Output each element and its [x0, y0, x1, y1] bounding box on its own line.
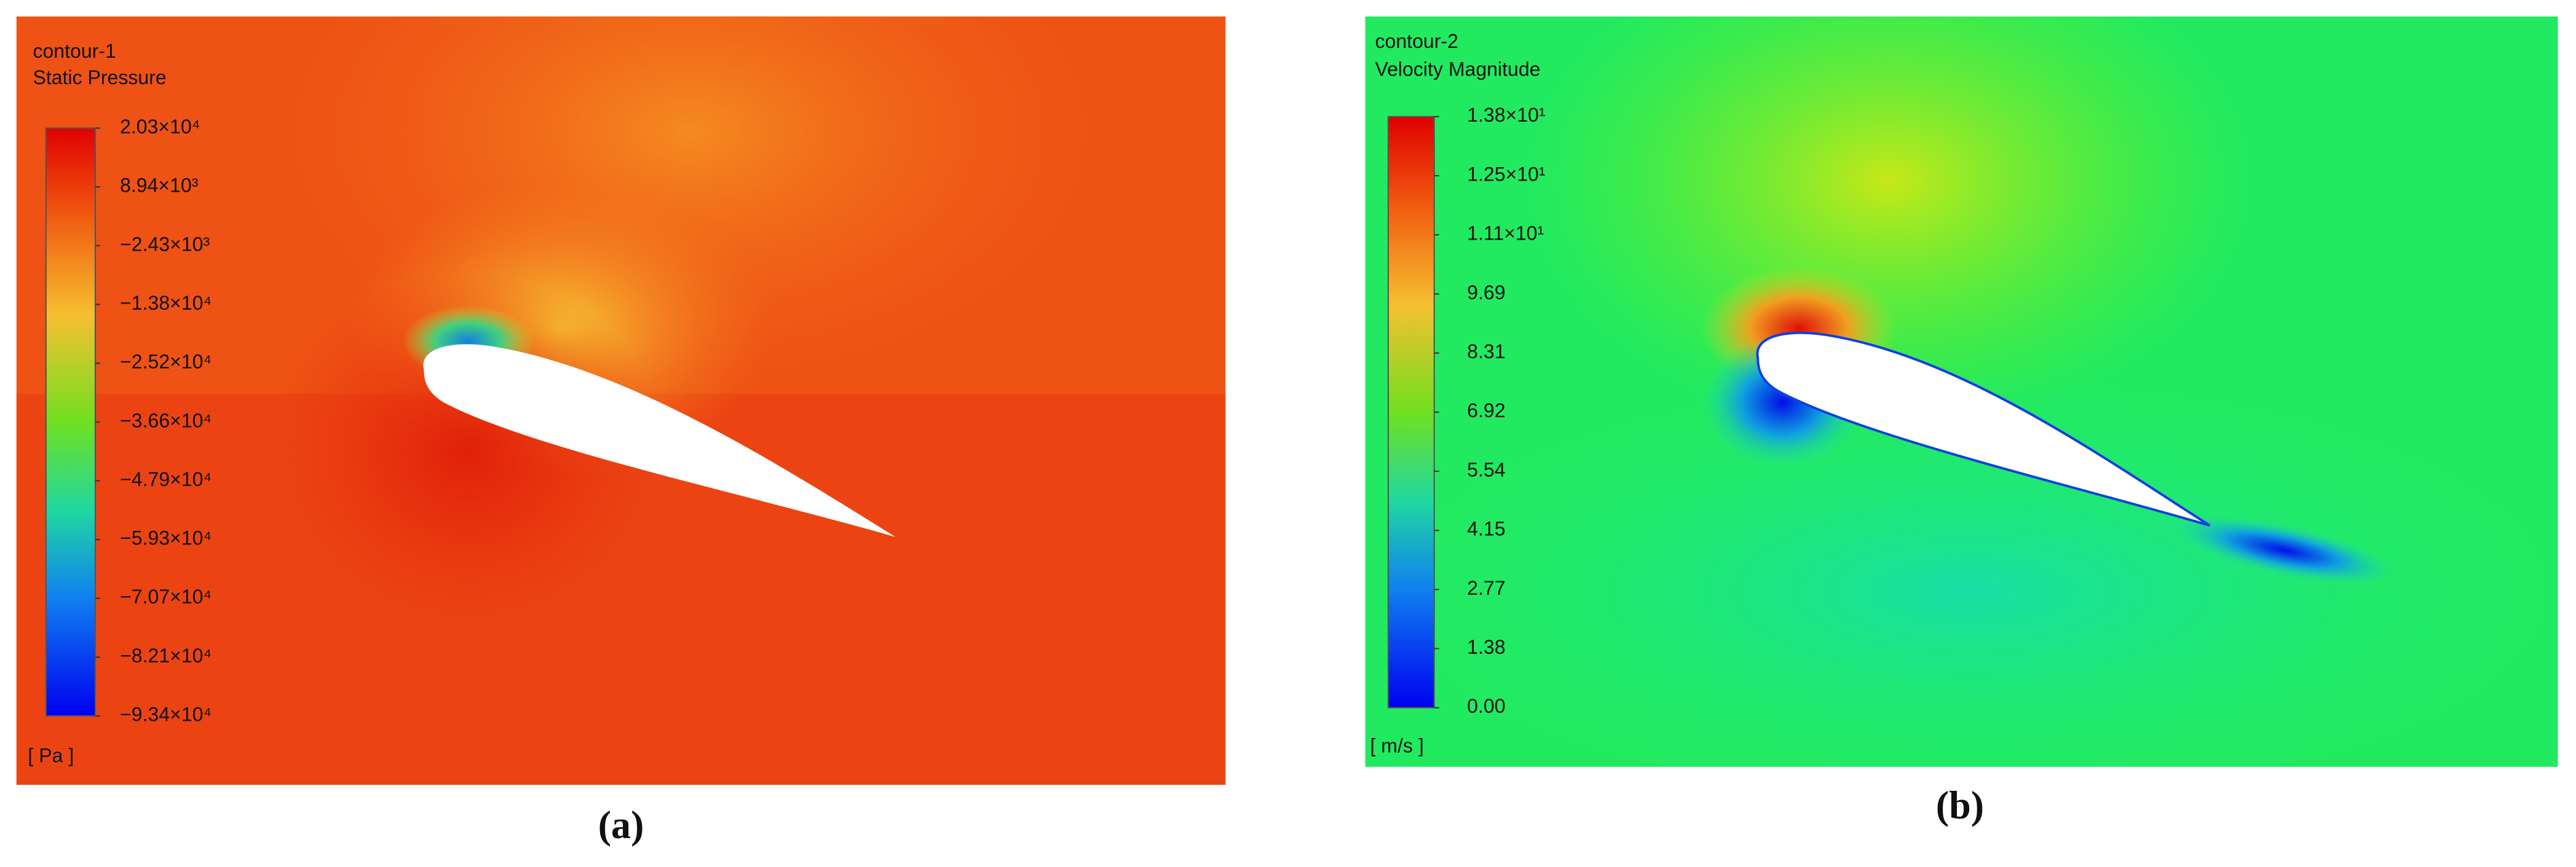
colorbar-label: −1.38×10⁴	[120, 292, 211, 314]
colorbar	[1387, 116, 1435, 708]
colorbar-label: −2.52×10⁴	[120, 351, 211, 373]
colorbar-label: 0.00	[1467, 695, 1505, 717]
caption: (b)	[1936, 783, 1984, 827]
velocity-contour	[1365, 16, 2558, 767]
colorbar-label: −8.21×10⁴	[120, 645, 211, 667]
colorbar-label: 4.15	[1467, 518, 1505, 540]
unit: [ Pa ]	[28, 744, 74, 766]
colorbar-label: 8.31	[1467, 340, 1505, 363]
airfoil	[423, 344, 896, 537]
colorbar-label: 2.03×10⁴	[120, 116, 200, 138]
colorbar-label: 1.38×10¹	[1467, 104, 1545, 126]
colorbar-label: 2.77	[1467, 577, 1505, 599]
colorbar-label: 1.11×10¹	[1467, 222, 1544, 245]
colorbar-label: 1.38	[1467, 636, 1505, 658]
colorbar-label: 8.94×10³	[120, 175, 199, 197]
colorbar-label: −3.66×10⁴	[120, 409, 211, 431]
unit: [ m/s ]	[1370, 734, 1424, 756]
caption: (a)	[598, 803, 644, 847]
colorbar-label: 9.69	[1467, 281, 1505, 304]
colorbar-label: −9.34×10⁴	[120, 704, 211, 726]
pressure-contour	[16, 16, 1226, 785]
colorbar-label: −2.43×10³	[120, 233, 210, 255]
colorbar-label: −5.93×10⁴	[120, 527, 211, 549]
colorbar-label: 5.54	[1467, 458, 1505, 481]
variable-name: Velocity Magnitude	[1375, 58, 1541, 80]
contour-title: contour-2	[1375, 30, 1458, 52]
colorbar-label: −4.79×10⁴	[120, 468, 211, 490]
airfoil	[1756, 331, 2211, 527]
colorbar-label: 6.92	[1467, 399, 1505, 422]
colorbar	[45, 127, 97, 717]
contour-title: contour-1	[33, 40, 116, 62]
variable-name: Static Pressure	[33, 66, 166, 88]
colorbar-label: −7.07×10⁴	[120, 586, 211, 608]
colorbar-label: 1.25×10¹	[1467, 163, 1545, 185]
